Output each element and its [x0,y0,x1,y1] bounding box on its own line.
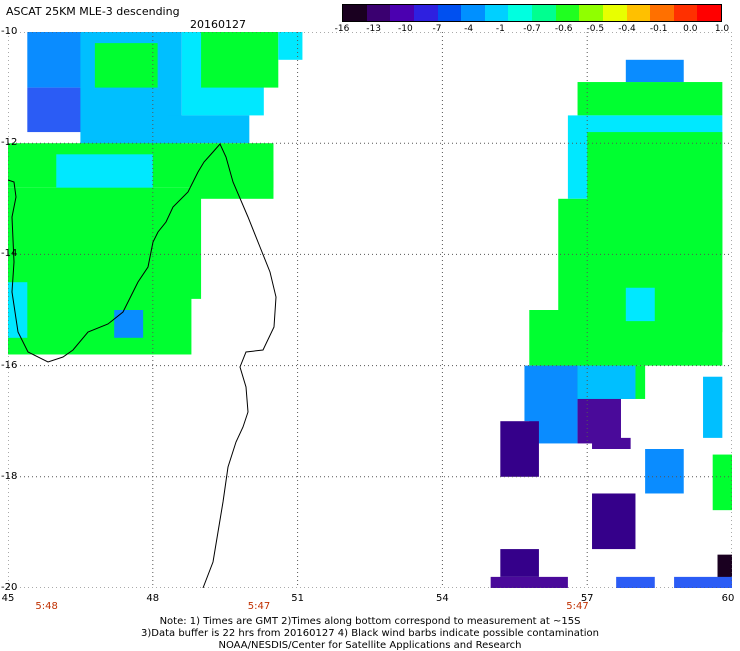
color-tick-label: -0.7 [523,24,541,34]
swath-cell [500,549,539,577]
swath-cell [703,376,723,438]
color-scale-ticks: -16 -13 -10 -7 -4 -1 -0.7 -0.6 -0.5 -0.4 -0.1 0.0 1.… [334,24,730,36]
color-tick-label: 1.0 [714,24,730,34]
color-swatch [626,5,651,21]
time-label: 5:47 [566,601,589,612]
swath-cell [278,32,303,60]
swath-cell [114,310,144,338]
scatterometer-swath [8,32,732,588]
color-tick-label: 0.0 [683,24,698,34]
swath-cell [191,171,274,199]
color-tick-label: -0.1 [649,24,668,34]
color-tick-label: -7 [432,24,442,34]
swath-cell [712,454,732,511]
color-swatch [579,5,603,21]
color-swatch [673,5,698,21]
lat-tick-label: -20 [1,582,18,593]
swath-cell [645,449,684,494]
swath-cell [625,287,655,322]
lat-tick-label: -14 [1,248,18,260]
swath-cell [201,32,279,88]
color-swatch [390,5,414,21]
wind-map [8,32,732,588]
color-tick-label: -1 [495,24,505,34]
color-tick-label: -4 [464,24,474,34]
lat-tick-label: -16 [1,359,18,371]
swath-cell [529,310,588,366]
lat-lon-grid [8,32,732,588]
swath-cell [616,576,655,588]
color-swatch [602,5,627,21]
lon-tick-label: 48 [146,593,160,604]
color-swatch [437,5,462,21]
color-swatch [508,5,532,21]
time-label: 5:48 [35,601,58,612]
swath-cell [577,365,636,399]
time-label: 5:47 [247,601,271,612]
color-swatch [413,5,438,21]
map-title: ASCAT 25KM MLE-3 descending [6,5,180,18]
swath-cell [8,254,192,355]
note-line-3: NOAA/NESDIS/Center for Satellite Applica… [218,640,522,651]
color-tick-label: -13 [366,24,382,34]
swath-cell [167,115,250,144]
swath-cell [490,576,568,588]
madagascar-coastline [8,143,277,588]
lon-tick-label: 60 [721,593,735,604]
swath-cell [577,398,621,444]
color-scale-bar [342,4,722,22]
swath-cell [717,554,732,583]
lat-tick-label: -10 [1,26,18,37]
color-swatch [555,5,580,21]
swath-cell [94,43,158,88]
color-swatch [366,5,391,21]
lon-tick-label: 54 [436,593,449,604]
note-line-2: 3)Data buffer is 22 hrs from 20160127 4)… [141,628,599,639]
swath-cell [674,576,732,588]
color-tick-label: -0.5 [586,24,605,34]
color-swatch [343,5,367,21]
color-swatch [484,5,509,21]
swath-cell [592,493,636,550]
lat-tick-label: -18 [1,470,18,482]
color-swatch [461,5,485,21]
color-tick-label: -0.4 [618,24,636,34]
note-line-1: Note: 1) Times are GMT 2)Times along bot… [159,616,581,627]
swath-cell [592,437,631,449]
color-tick-label: -0.6 [554,24,573,34]
map-date: 20160127 [190,18,246,31]
color-swatch [532,5,556,21]
lat-tick-label: -12 [1,137,18,149]
color-swatch [697,5,721,21]
color-tick-label: -16 [334,24,350,34]
swath-cell [577,82,723,116]
color-tick-label: -10 [397,24,413,34]
lon-tick-label: 57 [580,593,594,604]
swath-cell [500,421,539,477]
lon-tick-label: 45 [1,593,15,604]
lon-tick-label: 51 [291,593,304,604]
swath-cell [625,59,684,83]
color-swatch [650,5,674,21]
